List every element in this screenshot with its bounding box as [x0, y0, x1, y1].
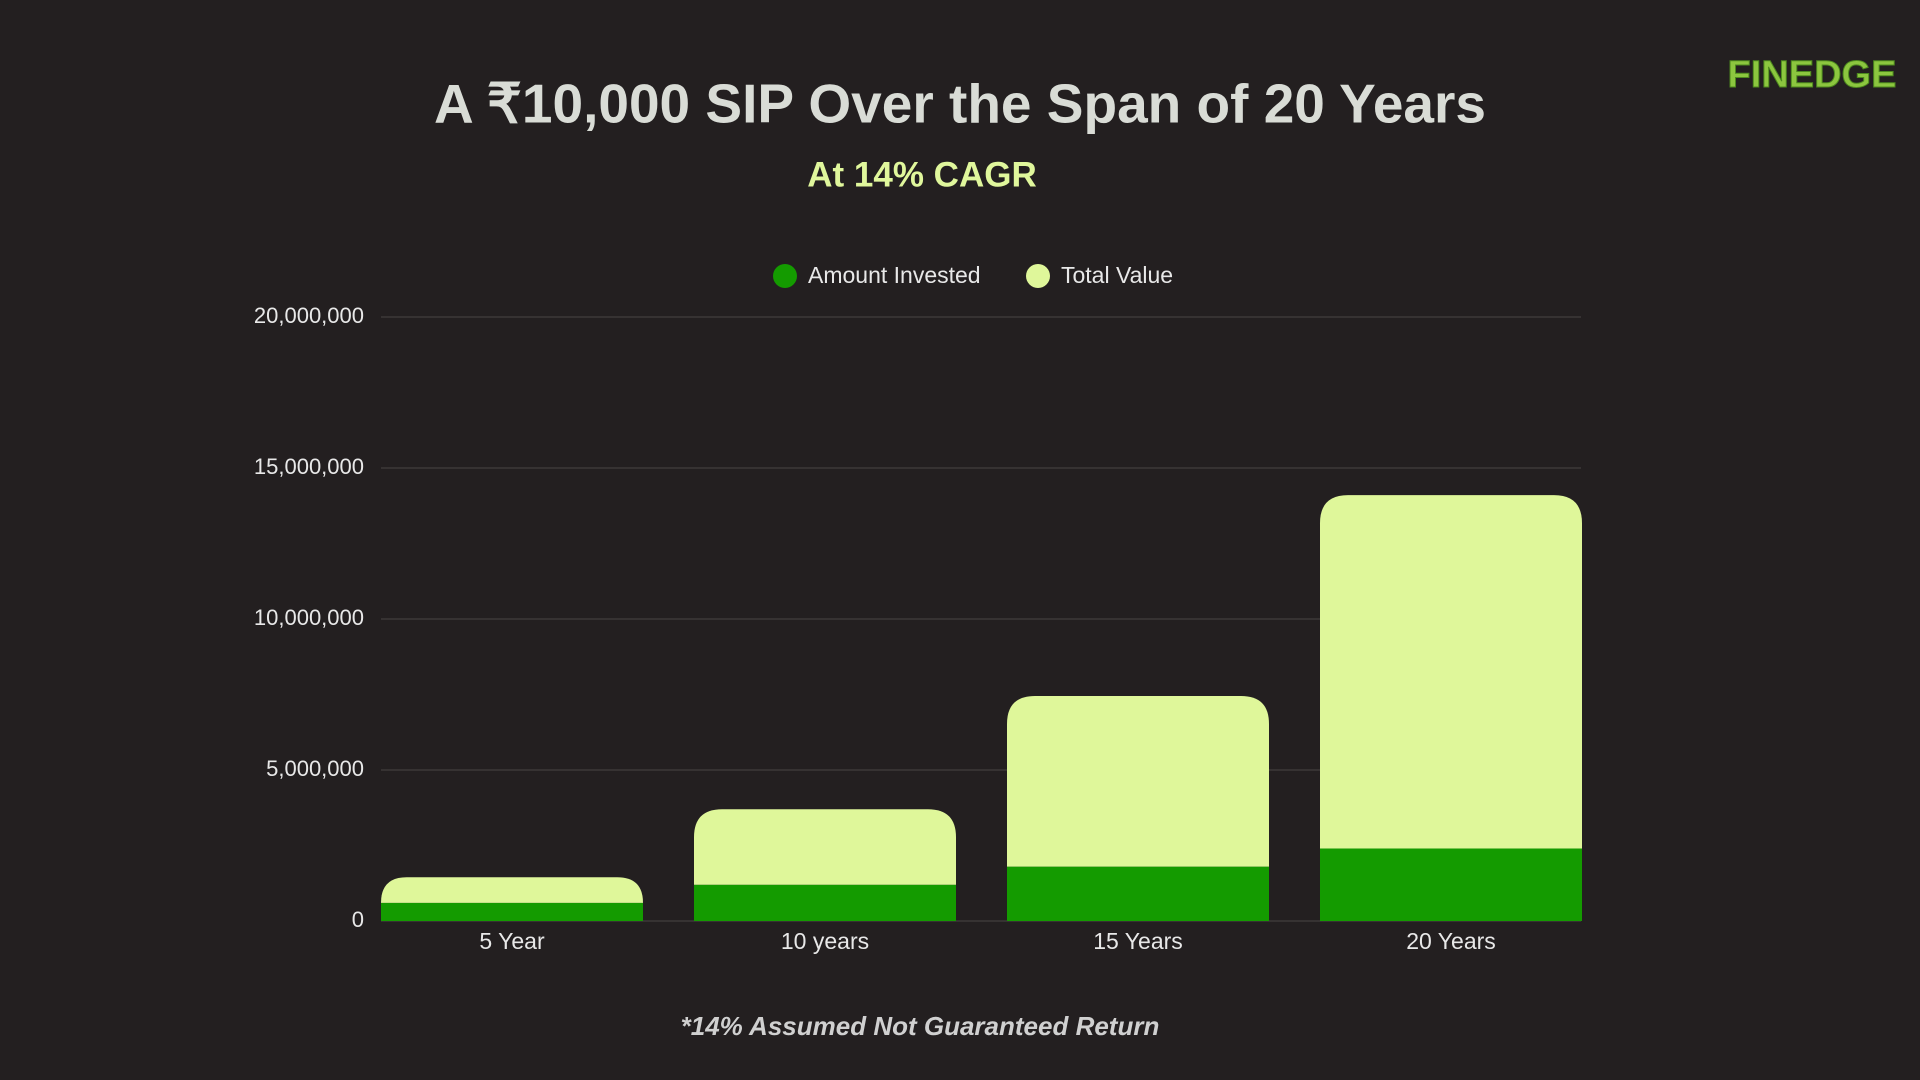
- y-tick-label: 15,000,000: [254, 454, 364, 479]
- y-tick-label: 5,000,000: [266, 756, 364, 781]
- bar-segment: [1320, 495, 1582, 849]
- legend-label: Total Value: [1061, 262, 1173, 288]
- y-tick-label: 10,000,000: [254, 605, 364, 630]
- bar-segment: [694, 809, 956, 885]
- footnote: *14% Assumed Not Guaranteed Return: [681, 1011, 1160, 1041]
- bar-segment: [381, 877, 643, 903]
- legend-label: Amount Invested: [808, 262, 981, 288]
- bar-segment: [1320, 848, 1582, 921]
- bar-segment: [694, 884, 956, 921]
- logo: FINEDGE: [1728, 54, 1897, 96]
- chart-title: A ₹10,000 SIP Over the Span of 20 Years: [434, 73, 1486, 135]
- x-tick-label: 5 Year: [479, 928, 545, 954]
- y-tick-label: 0: [352, 907, 364, 932]
- bar-segment: [1007, 866, 1269, 921]
- bar-segment: [1007, 696, 1269, 867]
- x-tick-label: 10 years: [781, 928, 869, 954]
- y-tick-label: 20,000,000: [254, 303, 364, 328]
- bar-segment: [381, 902, 643, 921]
- x-tick-label: 15 Years: [1093, 928, 1183, 954]
- legend-marker: [773, 264, 797, 288]
- chart-subtitle: At 14% CAGR: [807, 155, 1036, 194]
- x-tick-label: 20 Years: [1406, 928, 1496, 954]
- legend-marker: [1026, 264, 1050, 288]
